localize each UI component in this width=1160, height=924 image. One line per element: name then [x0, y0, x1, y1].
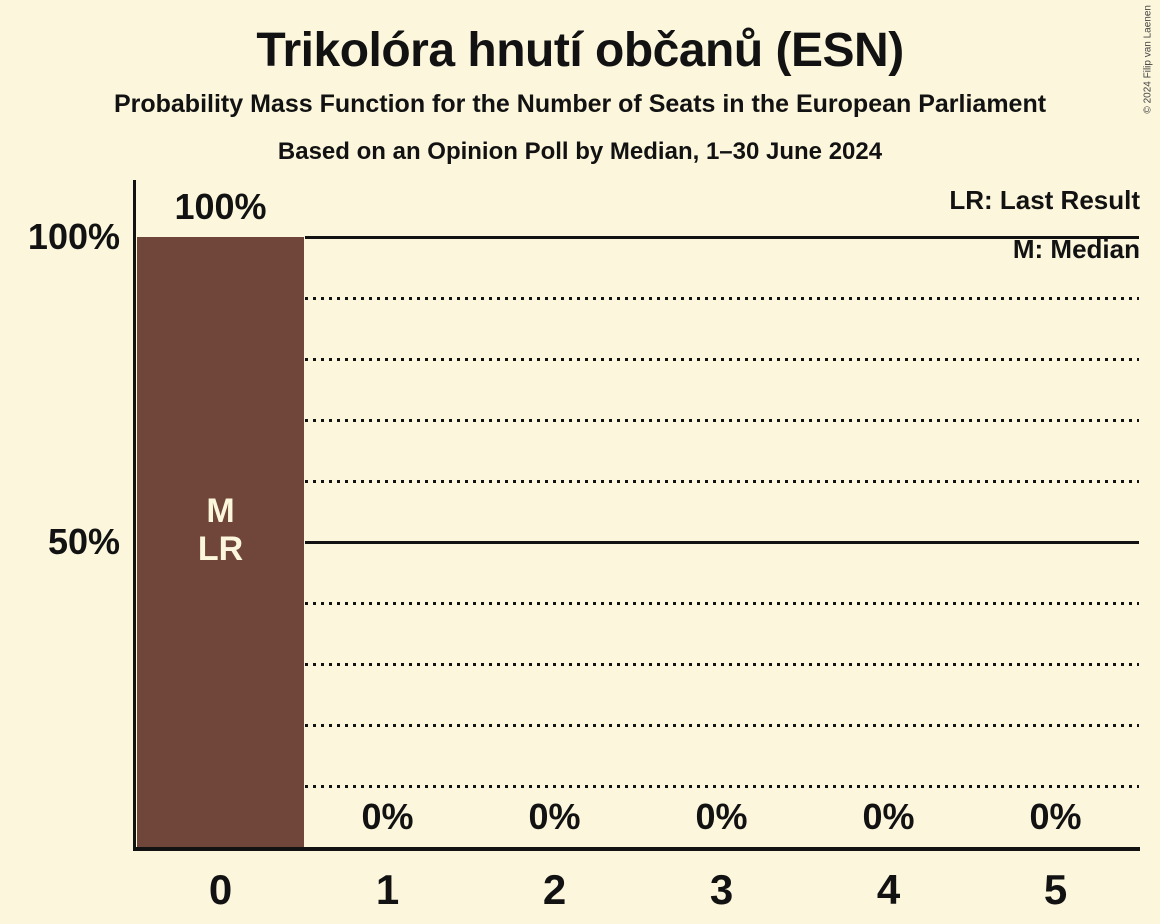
- value-label-seats-4: 0%: [862, 796, 915, 837]
- gridline-30pct: [305, 662, 1139, 666]
- gridline-70pct: [305, 418, 1139, 422]
- copyright-notice: © 2024 Filip van Laenen: [1143, 5, 1154, 114]
- value-label-seats-2: 0%: [528, 796, 581, 837]
- gridlines-layer: [137, 180, 1139, 847]
- bar-slot-2: 0%: [471, 180, 638, 847]
- gridline-100pct: [305, 235, 1139, 239]
- value-label-seats-1: 0%: [361, 796, 414, 837]
- gridline-60pct: [305, 479, 1139, 483]
- bar-slot-0: M LR 100%: [137, 180, 304, 847]
- bar-median-lastresult-annotation: M LR: [137, 492, 304, 568]
- bar-slot-1: 0%: [304, 180, 471, 847]
- y-axis-label-100: 100%: [27, 216, 120, 257]
- x-tick-0: 0: [208, 866, 233, 913]
- chart-subtitle: Probability Mass Function for the Number…: [113, 90, 1047, 118]
- value-label-seats-5: 0%: [1029, 796, 1082, 837]
- y-axis-label-50: 50%: [47, 521, 120, 562]
- legend-last-result: LR: Last Result: [949, 185, 1140, 215]
- chart-title: Trikolóra hnutí občanů (ESN): [256, 24, 904, 77]
- bar-slot-3: 0%: [638, 180, 805, 847]
- gridline-80pct: [305, 357, 1139, 361]
- bar-slot-4: 0%: [805, 180, 972, 847]
- y-axis-line: [133, 180, 136, 851]
- median-marker: M: [206, 491, 235, 530]
- value-label-seats-3: 0%: [695, 796, 748, 837]
- bar-slot-5: 0%: [972, 180, 1139, 847]
- x-tick-1: 1: [375, 866, 400, 913]
- last-result-marker: LR: [197, 529, 244, 568]
- legend-median: M: Median: [1012, 234, 1140, 264]
- gridline-20pct: [305, 723, 1139, 727]
- chart-poll-info: Based on an Opinion Poll by Median, 1–30…: [277, 138, 883, 165]
- gridline-50pct: [305, 540, 1139, 544]
- x-tick-5: 5: [1043, 866, 1068, 913]
- bar-seats-0: M LR: [137, 237, 304, 847]
- value-label-seats-0: 100%: [174, 186, 267, 227]
- gridline-90pct: [305, 296, 1139, 300]
- gridline-10pct: [305, 784, 1139, 788]
- x-tick-4: 4: [876, 866, 901, 913]
- x-tick-3: 3: [709, 866, 734, 913]
- plot-area: M LR 100% 0% 0% 0% 0% 0%: [137, 180, 1139, 847]
- x-axis-line: [133, 847, 1140, 851]
- x-axis-labels: 0 1 2 3 4 5: [0, 866, 1160, 918]
- x-tick-2: 2: [542, 866, 567, 913]
- gridline-40pct: [305, 601, 1139, 605]
